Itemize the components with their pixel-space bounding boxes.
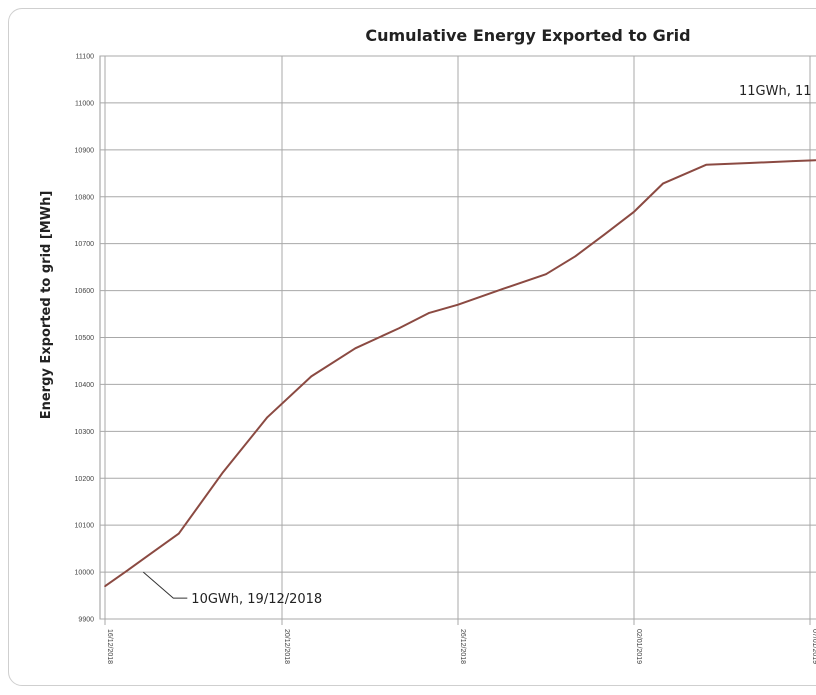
data-point <box>148 553 151 556</box>
x-tick-label: 07/01/2019 <box>811 629 816 664</box>
data-point <box>662 182 664 185</box>
x-tick-label: 16/12/2018 <box>106 629 113 664</box>
x-tick-label: 02/01/2019 <box>635 629 642 664</box>
data-point <box>266 416 269 419</box>
data-point <box>574 255 577 258</box>
y-tick-label: 10700 <box>75 241 95 248</box>
y-tick-label: 10200 <box>75 476 95 483</box>
x-tick-label: 20/12/2018 <box>283 629 290 664</box>
annotations: 10GWh, 19/12/2018 11GWh, 11 <box>142 84 812 607</box>
y-tick-label: 10500 <box>75 335 95 342</box>
annotation-10gwh: 10GWh, 19/12/2018 <box>191 592 322 607</box>
grid <box>99 55 816 625</box>
data-point <box>126 569 128 572</box>
data-point <box>748 162 751 164</box>
data-point <box>178 532 180 535</box>
y-tick-label: 10900 <box>75 147 95 154</box>
y-tick-label: 10000 <box>75 570 95 577</box>
y-tick-label: 11000 <box>75 100 94 107</box>
data-point <box>354 347 357 350</box>
series-layer <box>104 159 816 588</box>
data-point <box>398 327 401 329</box>
data-point <box>545 273 547 276</box>
data-point <box>633 211 635 213</box>
data-point <box>603 233 606 236</box>
chart-card: Cumulative Energy Exported to Grid Energ… <box>8 8 816 686</box>
data-point <box>791 160 794 162</box>
data-point <box>310 375 313 378</box>
x-axis-ticks: 16/12/2018 20/12/2018 26/12/2018 02/01/2019… <box>106 629 816 664</box>
data-point <box>222 471 224 474</box>
y-tick-label: 10800 <box>75 194 95 201</box>
y-tick-label: 10400 <box>75 382 95 389</box>
chart: Cumulative Energy Exported to Grid Energ… <box>39 26 816 664</box>
y-tick-label: 10300 <box>75 429 95 436</box>
y-tick-label: 11100 <box>76 54 95 61</box>
chart-title: Cumulative Energy Exported to Grid <box>365 26 690 45</box>
y-tick-label: 10100 <box>75 523 95 530</box>
y-axis-label: Energy Exported to grid [MWh] <box>39 191 54 420</box>
annotation-11gwh: 11GWh, 11 <box>739 84 812 99</box>
y-tick-label: 9900 <box>78 617 94 624</box>
x-tick-label: 26/12/2018 <box>459 629 466 664</box>
data-point <box>427 312 430 314</box>
y-tick-label: 10600 <box>75 288 95 295</box>
data-point <box>501 288 503 291</box>
annotation-leader <box>142 571 188 599</box>
data-point <box>104 585 106 587</box>
data-point <box>705 164 707 166</box>
series-line <box>104 159 816 588</box>
data-point <box>457 303 459 306</box>
y-axis-ticks: 9900 10000 10100 10200 10300 10400 10500 10600 1… <box>75 54 95 624</box>
